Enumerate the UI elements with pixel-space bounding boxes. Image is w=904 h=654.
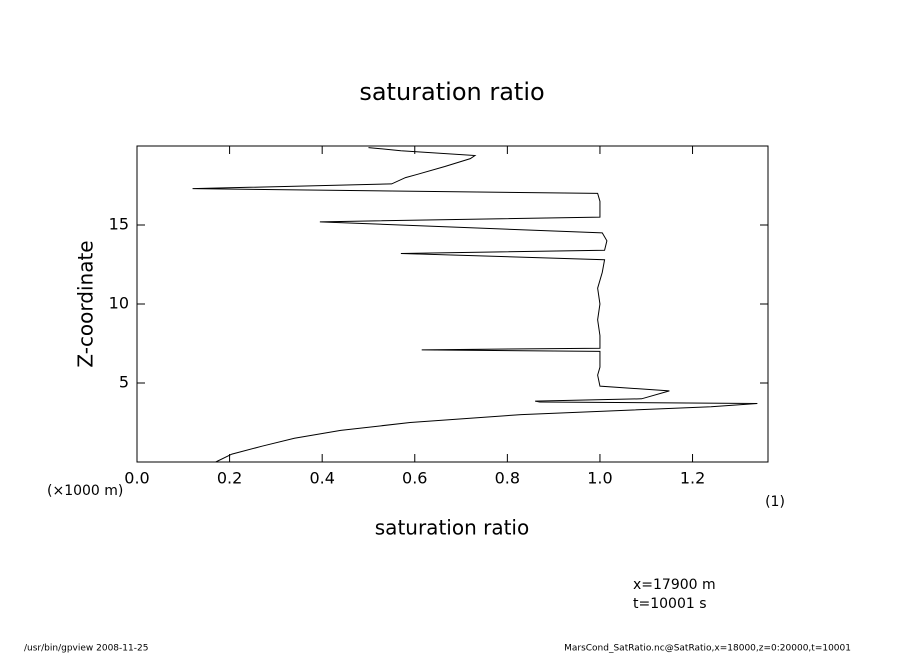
y-tick-label: 10 <box>109 294 129 313</box>
chart-title: saturation ratio <box>359 78 544 106</box>
profile-line <box>192 147 758 463</box>
x-tick-label: 0.8 <box>495 469 520 488</box>
x-tick-label: 1.2 <box>680 469 705 488</box>
x-tick-label: 0.4 <box>309 469 334 488</box>
y-tick-label: 5 <box>119 373 129 392</box>
x-unit: (1) <box>765 494 785 510</box>
y-unit: (×1000 m) <box>47 483 123 499</box>
footer: /usr/bin/gpview 2008-11-25 <box>24 644 148 654</box>
x-tick-label: 0.2 <box>217 469 242 488</box>
x-axis-label: saturation ratio <box>375 516 529 540</box>
note: t=10001 s <box>633 596 707 612</box>
footer: MarsCond_SatRatio.nc@SatRatio,x=18000,z=… <box>564 644 851 654</box>
y-tick-label: 15 <box>109 215 129 234</box>
x-tick-label: 1.0 <box>587 469 612 488</box>
y-axis-label: Z-coordinate <box>74 240 98 367</box>
x-tick-label: 0.0 <box>124 469 149 488</box>
x-tick-label: 0.6 <box>402 469 427 488</box>
note: x=17900 m <box>633 577 716 593</box>
plot-frame <box>136 145 769 463</box>
